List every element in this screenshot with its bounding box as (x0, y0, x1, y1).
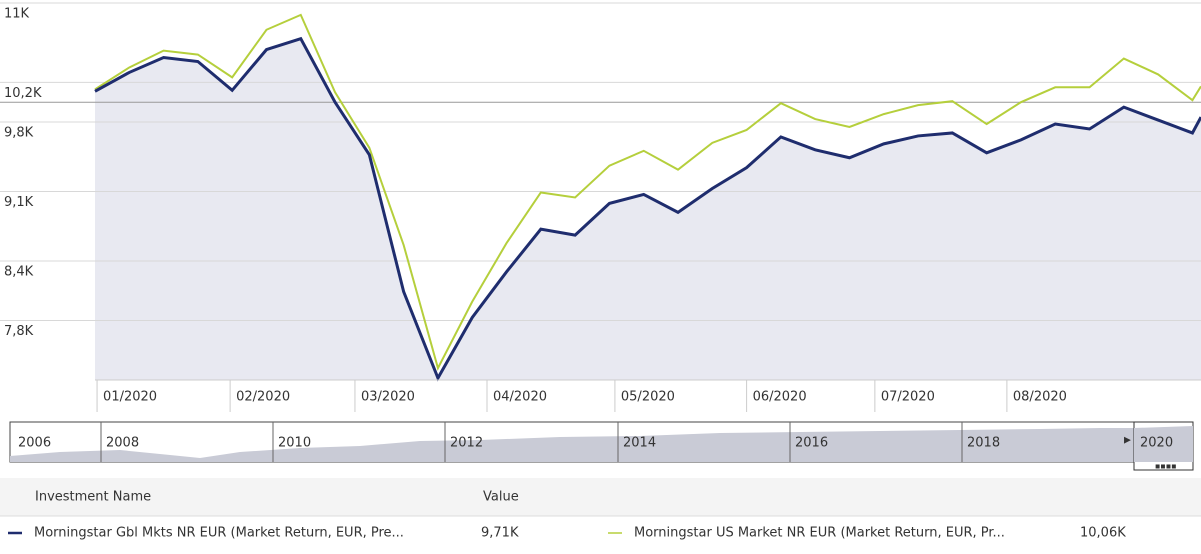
navigator-arrow: ▶ (1124, 436, 1131, 446)
y-tick-label: 11K (4, 6, 30, 21)
navigator-label: 2014 (623, 436, 656, 451)
x-tick-label: 01/2020 (103, 390, 157, 405)
navigator-label: 2016 (795, 436, 828, 451)
legend: Morningstar Gbl Mkts NR EUR (Market Retu… (8, 526, 1126, 541)
x-tick-label: 02/2020 (236, 390, 290, 405)
x-tick-label: 04/2020 (493, 390, 547, 405)
navigator-labels: 2006 2008 2010 2012 2014 2016 2018 2020 (18, 422, 1173, 462)
plot-area (0, 2, 1201, 382)
y-tick-label: 8,4K (4, 264, 34, 279)
navigator-label: 2006 (18, 436, 51, 451)
y-tick-label: 9,1K (4, 195, 34, 210)
x-tick-label: 08/2020 (1013, 390, 1067, 405)
series-line (94, 13, 1201, 371)
legend-value: 10,06K (1080, 526, 1126, 541)
legend-value: 9,71K (481, 526, 519, 541)
y-tick-label: 9,8K (4, 126, 34, 141)
navigator-selection-area (1134, 426, 1193, 462)
navigator-label: 2012 (450, 436, 483, 451)
navigator-grip: ▪▪▪▪ (1155, 462, 1177, 471)
navigator-area (10, 428, 1134, 462)
series-line (94, 36, 1201, 382)
y-tick-label: 10,2K (4, 86, 42, 101)
x-tick-label: 03/2020 (361, 390, 415, 405)
navigator-label: 2020 (1140, 436, 1173, 451)
x-tick-label: 06/2020 (753, 390, 807, 405)
legend-name: Morningstar US Market NR EUR (Market Ret… (634, 526, 1005, 541)
legend-name: Morningstar Gbl Mkts NR EUR (Market Retu… (34, 526, 404, 541)
series-area (95, 38, 1201, 380)
navigator-label: 2018 (967, 436, 1000, 451)
navigator[interactable]: ▪▪▪▪ ▶ (9, 421, 1194, 471)
legend-header-value: Value (483, 490, 519, 505)
legend-header-name: Investment Name (35, 490, 151, 505)
x-tick-label: 05/2020 (621, 390, 675, 405)
y-tick-label: 7,8K (4, 324, 34, 339)
navigator-label: 2010 (278, 436, 311, 451)
legend-header (0, 478, 1201, 516)
navigator-label: 2008 (106, 436, 139, 451)
x-tick-label: 07/2020 (881, 390, 935, 405)
